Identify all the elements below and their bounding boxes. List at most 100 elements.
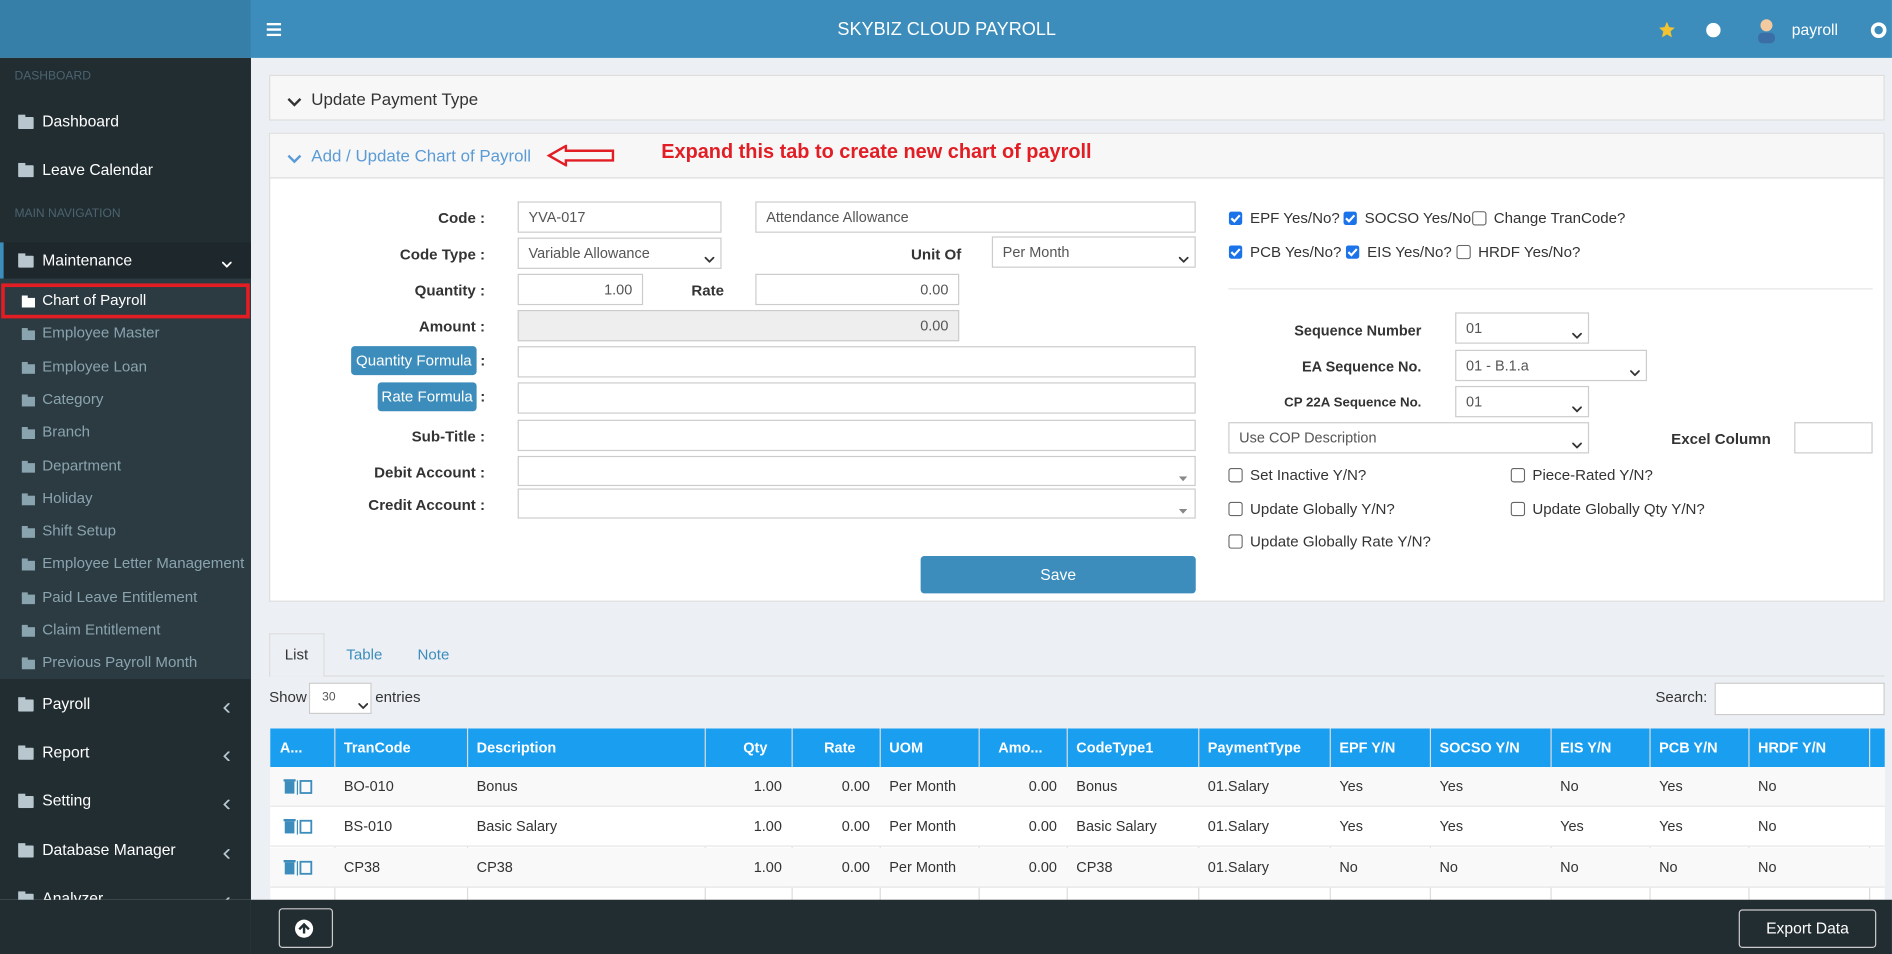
checkbox-label[interactable]: SOCSO Yes/No	[1364, 209, 1472, 227]
submenu-item[interactable]: Department	[42, 456, 122, 474]
checkbox[interactable]	[1510, 467, 1526, 483]
dropdown-arrow	[1178, 476, 1188, 482]
input[interactable]: 1.00	[517, 273, 644, 306]
input[interactable]: YVA-017	[517, 201, 722, 233]
field-label: Sequence Number	[1294, 322, 1422, 339]
submenu-item[interactable]: Paid Leave Entitlement	[42, 588, 198, 606]
input[interactable]: 0.00	[755, 273, 960, 306]
column-header[interactable]: SOCSO Y/N	[1439, 739, 1520, 757]
checkbox[interactable]	[1472, 211, 1487, 226]
input[interactable]	[517, 382, 1196, 414]
tab-active	[269, 633, 325, 677]
checkbox[interactable]	[1228, 245, 1243, 259]
input[interactable]	[1794, 422, 1873, 454]
row-actions[interactable]	[283, 859, 313, 876]
input[interactable]: Use COP Description	[1228, 422, 1590, 454]
checkbox-label[interactable]: Update Globally Rate Y/N?	[1250, 533, 1431, 550]
submenu-item[interactable]: Shift Setup	[42, 522, 117, 540]
column-header[interactable]: PaymentType	[1207, 739, 1301, 757]
submenu-item[interactable]: Claim Entitlement	[42, 621, 161, 639]
submenu-item[interactable]: Employee Master	[42, 324, 160, 342]
checkbox[interactable]	[1510, 501, 1526, 517]
column-header[interactable]: EPF Y/N	[1339, 739, 1396, 757]
menu-item[interactable]: Payroll	[42, 694, 91, 713]
checkbox-label[interactable]: Change TranCode?	[1493, 209, 1626, 227]
input[interactable]: Per Month	[991, 236, 1196, 268]
select[interactable]	[517, 455, 1196, 487]
submenu-item[interactable]: Chart of Payroll	[42, 291, 147, 309]
tab[interactable]: List	[284, 646, 309, 664]
button[interactable]: Quantity Formula	[351, 346, 477, 376]
checkbox-label[interactable]: Update Globally Qty Y/N?	[1532, 500, 1705, 518]
tab[interactable]: Table	[346, 646, 383, 664]
menu-toggle[interactable]	[266, 22, 282, 37]
row-actions[interactable]	[283, 779, 313, 795]
input[interactable]	[517, 346, 1196, 378]
folder-icon	[21, 558, 35, 571]
user-name[interactable]: payroll	[1791, 20, 1839, 39]
input[interactable]: 01	[1455, 385, 1590, 418]
column-header[interactable]: EIS Y/N	[1560, 739, 1612, 757]
column-header[interactable]: HRDF Y/N	[1758, 739, 1827, 757]
input[interactable]: Attendance Allowance	[755, 201, 1196, 233]
checkbox[interactable]	[1345, 245, 1360, 259]
panel-title[interactable]: Update Payment Type	[311, 89, 479, 109]
column-header[interactable]: Amo...	[998, 739, 1043, 757]
select[interactable]	[517, 488, 1196, 519]
column-header[interactable]: TranCode	[343, 739, 411, 757]
input[interactable]: 01 - B.1.a	[1455, 349, 1648, 382]
column-header[interactable]: Qty	[743, 739, 768, 757]
checkbox[interactable]	[1456, 244, 1471, 260]
column-header[interactable]: UOM	[889, 739, 924, 757]
checkbox-label[interactable]: Piece-Rated Y/N?	[1532, 466, 1653, 484]
submenu-item[interactable]: Category	[42, 390, 104, 408]
input[interactable]: 01	[1455, 312, 1590, 344]
submenu-item[interactable]: Branch	[42, 423, 91, 441]
checkbox[interactable]	[1228, 534, 1243, 549]
menu-item[interactable]: Leave Calendar	[42, 160, 153, 179]
checkbox-label[interactable]: EPF Yes/No?	[1250, 209, 1340, 227]
checkbox[interactable]	[1228, 211, 1243, 225]
panel-title[interactable]: Add / Update Chart of Payroll	[311, 145, 532, 166]
menu-item[interactable]: Dashboard	[42, 112, 119, 131]
checkbox-label[interactable]: Set Inactive Y/N?	[1250, 466, 1367, 484]
column-header[interactable]: A...	[279, 739, 303, 757]
menu-icon	[18, 794, 34, 809]
submenu-item[interactable]: Holiday	[42, 489, 93, 507]
table-cell: Yes	[1560, 818, 1584, 835]
scroll-top-button[interactable]	[278, 908, 334, 948]
export-button[interactable]: Export Data	[1738, 909, 1877, 948]
menu-icon	[18, 842, 34, 858]
submenu-item[interactable]: Employee Letter Management	[42, 555, 245, 573]
button[interactable]: Rate Formula	[377, 382, 477, 412]
input[interactable]: Variable Allowance	[517, 237, 722, 269]
checkbox[interactable]	[1228, 467, 1243, 483]
checkbox-label[interactable]: EIS Yes/No?	[1367, 243, 1452, 261]
checkbox[interactable]	[1228, 501, 1243, 517]
column-header[interactable]: Rate	[824, 739, 856, 757]
menu-item[interactable]: Maintenance	[42, 250, 133, 269]
tab[interactable]: Note	[417, 646, 450, 664]
menu-item[interactable]: Setting	[42, 791, 92, 810]
folder-icon	[21, 492, 35, 506]
input[interactable]	[517, 419, 1196, 452]
submenu-item[interactable]: Previous Payroll Month	[42, 654, 198, 671]
folder-icon	[21, 295, 35, 308]
checkbox[interactable]	[1343, 211, 1357, 225]
entries-select[interactable]: 30	[308, 682, 372, 715]
checkbox-label[interactable]: HRDF Yes/No?	[1478, 243, 1581, 261]
chevron	[223, 750, 230, 762]
menu-item[interactable]: Report	[42, 743, 90, 762]
checkbox-label[interactable]: PCB Yes/No?	[1250, 243, 1342, 261]
column-header[interactable]: Description	[476, 739, 557, 757]
menu-item[interactable]: Database Manager	[42, 840, 176, 859]
save-button[interactable]: Save	[920, 556, 1196, 594]
footer-side	[0, 899, 251, 954]
column-header[interactable]: PCB Y/N	[1659, 739, 1718, 757]
row-actions[interactable]	[283, 819, 313, 835]
checkbox	[1345, 245, 1360, 259]
search-input[interactable]	[1714, 682, 1885, 716]
column-header[interactable]: CodeType1	[1076, 739, 1154, 757]
checkbox-label[interactable]: Update Globally Y/N?	[1250, 500, 1395, 518]
submenu-item[interactable]: Employee Loan	[42, 357, 148, 375]
